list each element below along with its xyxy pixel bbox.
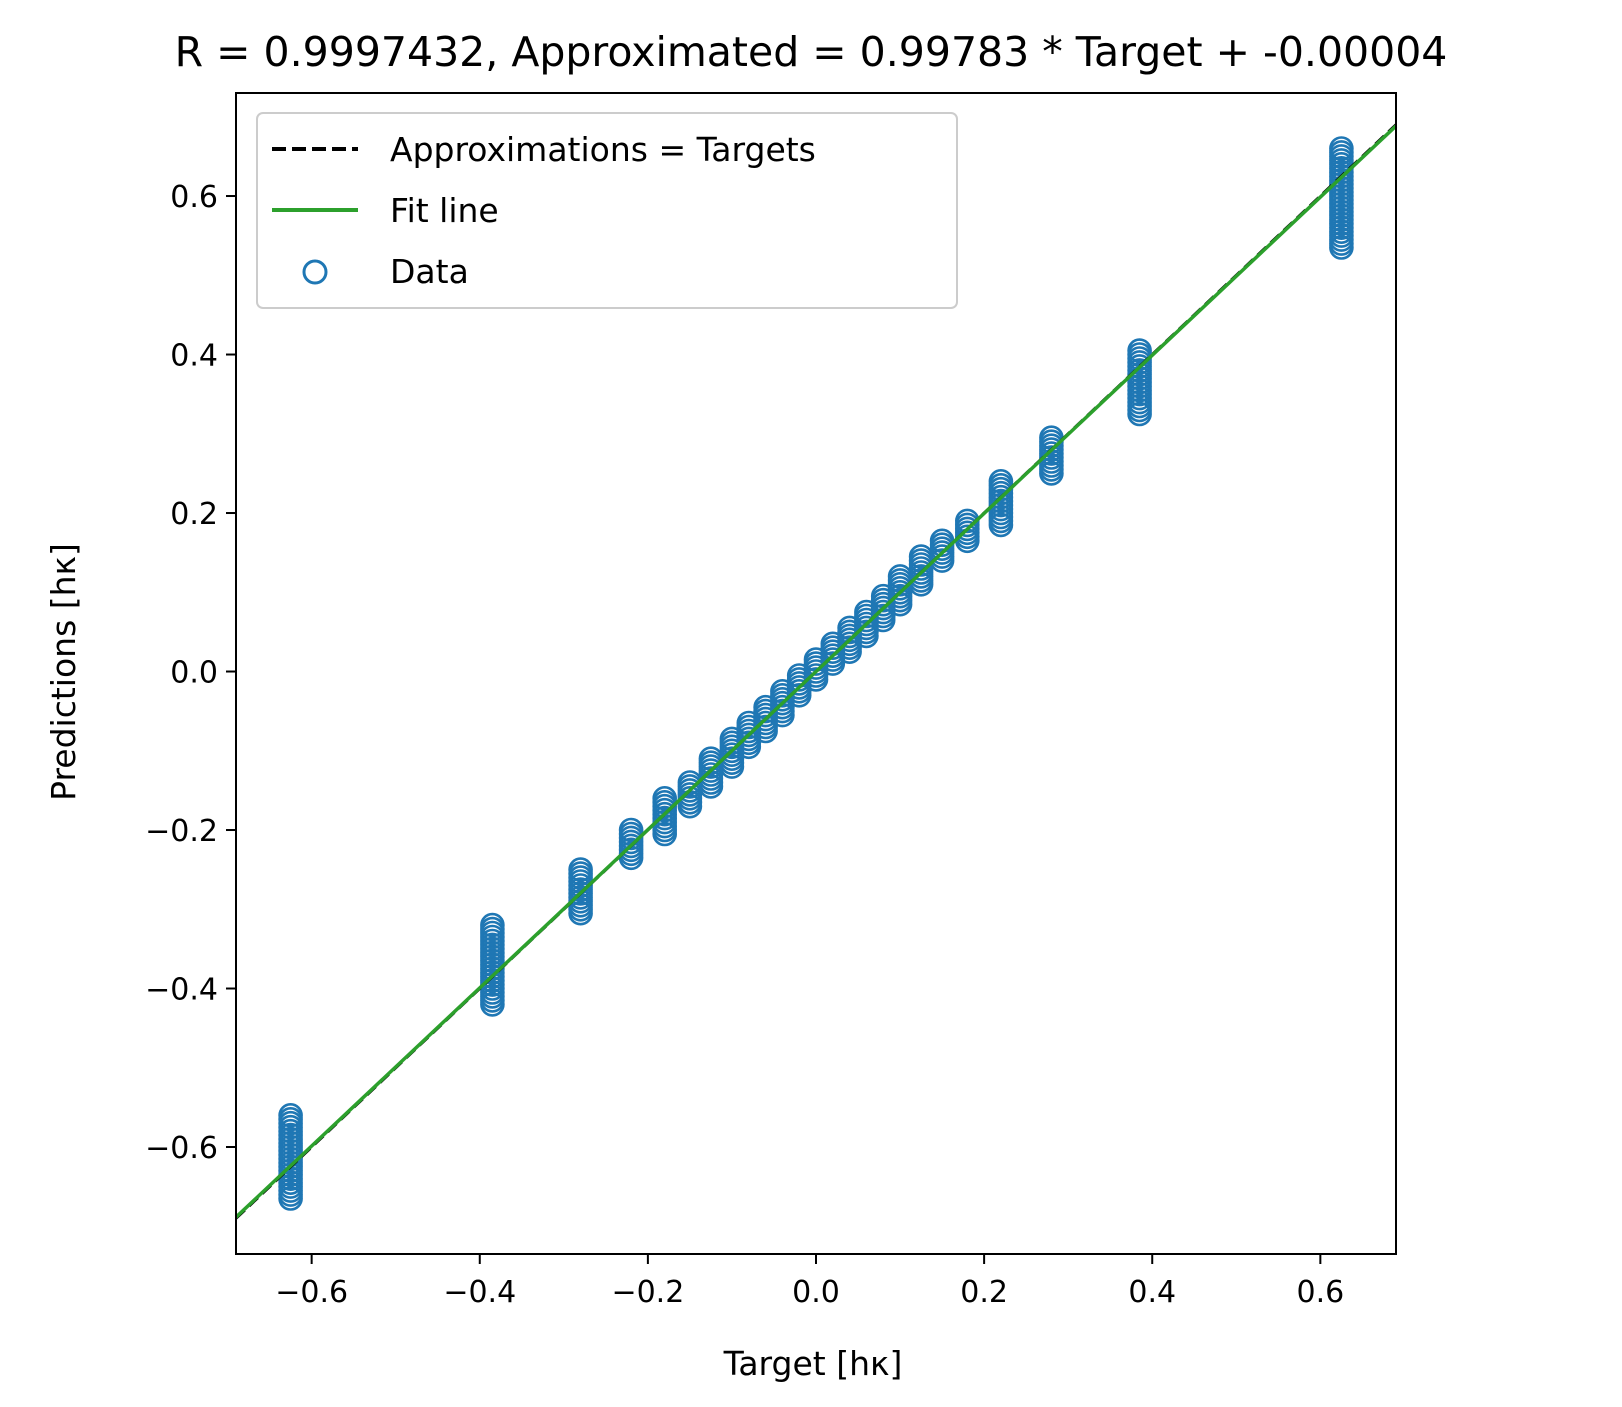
x-tick-label: 0.6 xyxy=(1296,1275,1344,1310)
y-tick-label: 0.6 xyxy=(170,180,218,215)
chart-title: R = 0.9997432, Approximated = 0.99783 * … xyxy=(175,28,1448,76)
y-tick-label: −0.6 xyxy=(145,1131,218,1166)
y-tick-label: 0.4 xyxy=(170,339,218,374)
data-point xyxy=(1127,338,1152,363)
x-axis-label: Target [hκ] xyxy=(723,1344,903,1383)
y-tick-label: −0.4 xyxy=(145,973,218,1008)
x-tick-label: −0.4 xyxy=(443,1275,516,1310)
legend-data-swatch xyxy=(302,259,328,285)
data-point xyxy=(278,1103,303,1128)
legend: Approximations = Targets Fit line Data xyxy=(256,112,958,309)
legend-item-fit-line: Fit line xyxy=(390,191,499,230)
data-point xyxy=(480,912,505,938)
y-tick-label: −0.2 xyxy=(145,814,218,849)
data-point xyxy=(988,468,1014,494)
data-point xyxy=(1329,136,1354,161)
y-tick-label: 0.2 xyxy=(170,497,218,532)
x-axis-ticks: −0.6 −0.4 −0.2 0.0 0.2 0.4 0.6 xyxy=(275,1254,1344,1310)
data-point xyxy=(568,857,593,882)
legend-item-approximations: Approximations = Targets xyxy=(390,130,816,169)
x-tick-label: 0.0 xyxy=(792,1275,840,1310)
legend-box xyxy=(256,112,958,309)
plot-area xyxy=(234,123,1398,1220)
data-point xyxy=(618,817,644,843)
data-point xyxy=(652,785,678,811)
x-tick-label: −0.2 xyxy=(611,1275,684,1310)
fit-line xyxy=(234,124,1398,1219)
x-tick-label: 0.4 xyxy=(1128,1275,1176,1310)
y-tick-label: 0.0 xyxy=(170,656,218,691)
legend-item-data: Data xyxy=(390,252,469,291)
x-tick-label: −0.6 xyxy=(275,1275,348,1310)
y-axis-label: Predictions [hκ] xyxy=(44,543,83,801)
line-layer xyxy=(234,123,1398,1220)
y-axis-ticks: −0.6 −0.4 −0.2 0.0 0.2 0.4 0.6 xyxy=(145,180,236,1166)
x-tick-label: 0.2 xyxy=(960,1275,1008,1310)
